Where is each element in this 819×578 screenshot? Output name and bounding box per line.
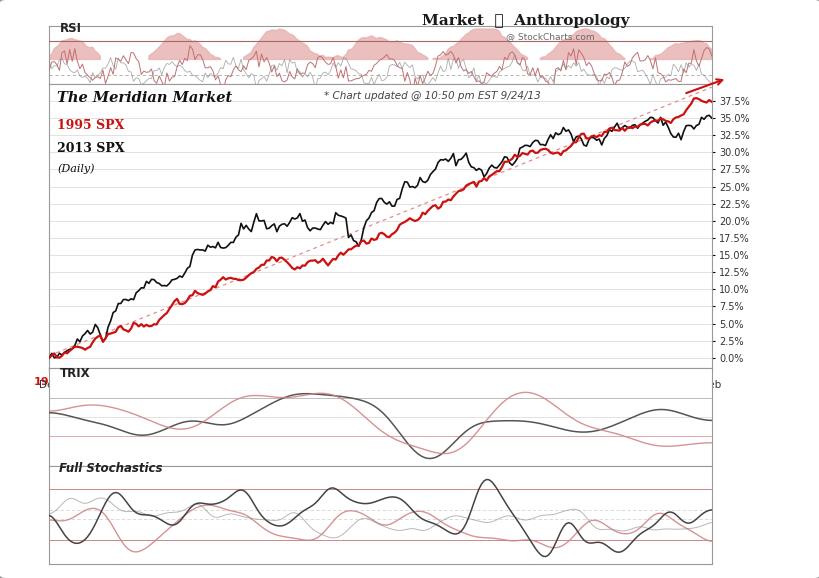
Text: Feb: Feb	[702, 380, 720, 390]
Text: Jul: Jul	[373, 380, 387, 390]
Text: Dec: Dec	[39, 380, 59, 390]
Text: Full Stochastics: Full Stochastics	[59, 462, 163, 475]
Text: (Daily): (Daily)	[57, 164, 94, 174]
Text: Mar: Mar	[181, 380, 201, 390]
Text: Apr: Apr	[229, 380, 247, 390]
Text: * Chart updated @ 10:50 pm EST 9/24/13: * Chart updated @ 10:50 pm EST 9/24/13	[324, 91, 541, 101]
Text: Nov: Nov	[559, 380, 579, 390]
Text: Oct: Oct	[513, 380, 531, 390]
Text: @ StockCharts.com: @ StockCharts.com	[505, 32, 594, 41]
Text: Sep: Sep	[464, 380, 484, 390]
Text: RSI: RSI	[59, 22, 81, 35]
Text: 1995 SPX: 1995 SPX	[57, 119, 124, 132]
Text: Market  ❧  Anthropology: Market ❧ Anthropology	[422, 14, 629, 28]
Text: Aug: Aug	[417, 380, 437, 390]
Text: May: May	[275, 380, 296, 390]
Text: 2014: 2014	[650, 380, 676, 390]
Text: TRIX: TRIX	[59, 367, 90, 380]
Text: 2013 SPX: 2013 SPX	[57, 142, 124, 155]
Text: Dec: Dec	[606, 380, 627, 390]
Text: 2013: 2013	[84, 380, 110, 390]
Text: Feb: Feb	[134, 380, 153, 390]
Text: The Meridian Market: The Meridian Market	[57, 91, 232, 105]
Text: Jun: Jun	[324, 380, 341, 390]
